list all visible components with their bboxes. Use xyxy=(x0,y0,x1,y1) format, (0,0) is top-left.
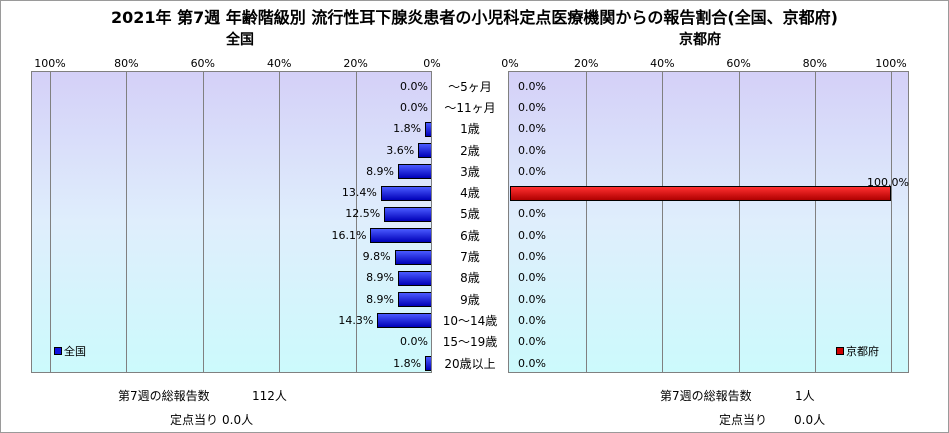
kyoto-x-tick-label: 40% xyxy=(650,57,675,70)
national-x-tick-label: 20% xyxy=(343,57,368,70)
national-data-label: 1.8% xyxy=(393,122,422,136)
national-legend-swatch xyxy=(54,347,62,355)
kyoto-x-tick-label: 80% xyxy=(802,57,828,70)
kyoto-bar xyxy=(510,185,891,201)
national-bar xyxy=(398,292,431,308)
category-label: 15～19歳 xyxy=(432,335,508,350)
national-bar xyxy=(398,270,431,286)
kyoto-data-label: 0.0% xyxy=(518,122,546,136)
national-x-tick-label: 0% xyxy=(423,57,441,70)
kyoto-data-label: 0.0% xyxy=(518,143,546,157)
kyoto-x-tick-label: 100% xyxy=(875,57,907,70)
category-label: 5歳 xyxy=(432,207,508,222)
national-x-tick-label: 100% xyxy=(34,57,66,70)
kyoto-plot-area xyxy=(508,71,909,373)
kyoto-total-label: 第7週の総報告数 xyxy=(660,389,752,403)
national-bar xyxy=(377,313,431,329)
national-data-label: 0.0% xyxy=(400,79,428,93)
category-label: 7歳 xyxy=(432,250,508,265)
kyoto-legend-label: 京都府 xyxy=(846,345,879,358)
national-gridline xyxy=(355,72,357,372)
national-per-site-value: 0.0人 xyxy=(222,413,254,427)
kyoto-per-site-label: 定点当り xyxy=(719,413,768,427)
national-total-label: 第7週の総報告数 xyxy=(118,389,210,403)
category-label: ～5ヶ月 xyxy=(432,79,508,94)
kyoto-data-label: 0.0% xyxy=(518,228,546,242)
kyoto-data-label: 100.0% xyxy=(867,176,909,190)
kyoto-legend-swatch xyxy=(836,347,844,355)
national-total-value: 112人 xyxy=(252,389,287,403)
kyoto-data-label: 0.0% xyxy=(518,292,546,306)
kyoto-data-label: 0.0% xyxy=(518,207,546,221)
category-label: 4歳 xyxy=(432,186,508,201)
national-gridline xyxy=(279,72,281,372)
kyoto-per-site-value: 0.0人 xyxy=(794,413,826,427)
national-per-site-label: 定点当り xyxy=(170,413,219,427)
kyoto-legend: 京都府 xyxy=(836,343,879,359)
kyoto-x-tick-label: 0% xyxy=(501,57,519,70)
national-bar xyxy=(398,164,431,180)
category-label: ～11ヶ月 xyxy=(432,100,508,115)
kyoto-total-value: 1人 xyxy=(795,389,815,403)
national-data-label: 8.9% xyxy=(366,271,395,285)
category-label: 2歳 xyxy=(432,143,508,158)
national-data-label: 14.3% xyxy=(338,313,374,327)
national-gridline xyxy=(126,72,128,372)
national-panel-title: 全国 xyxy=(226,32,254,48)
kyoto-gridline xyxy=(738,72,740,372)
national-gridline xyxy=(202,72,204,372)
kyoto-panel-title: 京都府 xyxy=(679,32,721,48)
category-label: 8歳 xyxy=(432,271,508,286)
national-x-tick-label: 60% xyxy=(190,57,216,70)
category-label: 6歳 xyxy=(432,228,508,243)
national-data-label: 1.8% xyxy=(393,356,422,370)
national-bar xyxy=(370,228,431,244)
kyoto-data-label: 0.0% xyxy=(518,100,546,114)
category-label: 10～14歳 xyxy=(432,313,508,328)
national-bar xyxy=(384,206,431,222)
category-label: 20歳以上 xyxy=(432,356,508,371)
chart-title: 2021年 第7週 年齢階級別 流行性耳下腺炎患者の小児科定点医療機関からの報告… xyxy=(110,8,838,27)
national-legend-label: 全国 xyxy=(64,345,86,358)
national-bar xyxy=(394,249,431,265)
national-data-label: 8.9% xyxy=(366,164,395,178)
kyoto-gridline xyxy=(586,72,588,372)
national-bar xyxy=(418,143,431,159)
national-data-label: 13.4% xyxy=(341,186,377,200)
kyoto-data-label: 0.0% xyxy=(518,335,546,349)
kyoto-data-label: 0.0% xyxy=(518,250,546,264)
kyoto-x-tick-label: 20% xyxy=(573,57,599,70)
kyoto-gridline xyxy=(814,72,816,372)
national-plot-area xyxy=(31,71,432,373)
national-data-label: 16.1% xyxy=(331,228,367,242)
national-data-label: 12.5% xyxy=(345,207,381,221)
national-data-label: 9.8% xyxy=(362,250,391,264)
national-bar xyxy=(425,356,431,372)
national-data-label: 3.6% xyxy=(386,143,415,157)
kyoto-data-label: 0.0% xyxy=(518,271,546,285)
category-label: 3歳 xyxy=(432,164,508,179)
category-label: 1歳 xyxy=(432,122,508,137)
kyoto-x-tick-label: 60% xyxy=(726,57,751,70)
national-x-tick-label: 80% xyxy=(114,57,139,70)
kyoto-data-label: 0.0% xyxy=(518,164,546,178)
national-data-label: 8.9% xyxy=(366,292,395,306)
national-legend: 全国 xyxy=(54,343,86,359)
national-data-label: 0.0% xyxy=(400,100,428,114)
category-label: 9歳 xyxy=(432,292,508,307)
national-gridline xyxy=(50,72,51,372)
kyoto-data-label: 0.0% xyxy=(518,79,546,93)
kyoto-data-label: 0.0% xyxy=(518,313,546,327)
national-bar xyxy=(425,121,431,137)
kyoto-data-label: 0.0% xyxy=(518,356,546,370)
national-x-tick-label: 40% xyxy=(266,57,292,70)
kyoto-gridline xyxy=(891,72,892,372)
national-bar xyxy=(380,185,431,201)
kyoto-gridline xyxy=(662,72,664,372)
national-data-label: 0.0% xyxy=(400,335,428,349)
